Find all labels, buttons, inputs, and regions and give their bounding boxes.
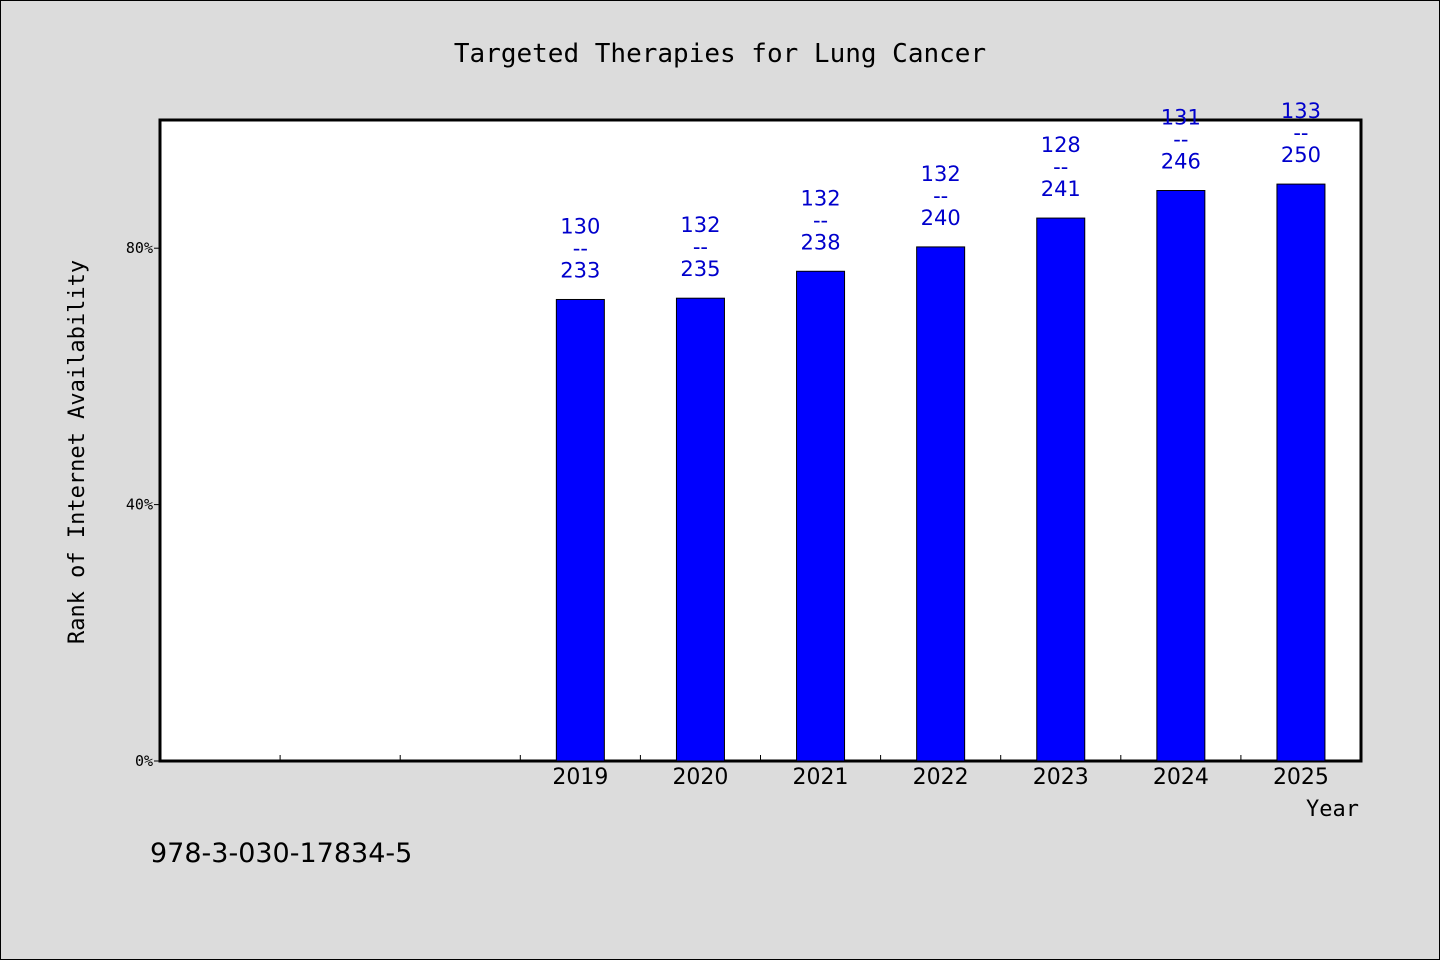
y-axis-label: Rank of Internet Availability [65, 260, 90, 644]
data-label-2022: -- [933, 184, 948, 208]
y-tick-label: 80% [126, 239, 153, 257]
bar-2023 [1036, 217, 1086, 762]
bar-2019 [555, 298, 605, 762]
data-label-2021: 132 [801, 186, 841, 210]
bar-2021 [796, 270, 846, 762]
bar-2024 [1156, 190, 1206, 762]
chart-title: Targeted Therapies for Lung Cancer [454, 39, 986, 69]
x-tick-label: 2024 [1153, 765, 1209, 790]
y-tick-label: 0% [135, 752, 153, 770]
data-label-2024: -- [1173, 128, 1188, 152]
x-tick-label: 2021 [793, 765, 849, 790]
x-tick-label: 2025 [1273, 765, 1329, 790]
data-labels-layer: 130--233132--235132--238132--240128--241… [560, 99, 1321, 282]
data-label-2022: 240 [921, 206, 961, 230]
data-label-2024: 246 [1161, 150, 1201, 174]
isbn-text: 978-3-030-17834-5 [150, 838, 412, 869]
data-label-2021: 238 [801, 230, 841, 254]
ticks-layer: 0% 40% 80% 2019 2020 2021 2022 2023 2024 2025 [126, 239, 1329, 790]
data-label-2020: 132 [680, 213, 720, 237]
bars-layer [555, 183, 1326, 762]
data-label-2025: 250 [1281, 143, 1321, 167]
data-label-2020: -- [693, 235, 708, 259]
x-axis-label: Year [1306, 797, 1359, 822]
data-label-2019: 130 [560, 214, 600, 238]
data-label-2022: 132 [921, 162, 961, 186]
data-label-2025: -- [1293, 121, 1308, 145]
data-label-2023: 128 [1041, 133, 1081, 157]
bar-2022 [916, 246, 966, 762]
bar-2020 [675, 297, 725, 762]
y-tick-label: 40% [126, 496, 153, 514]
x-tick-label: 2020 [672, 765, 728, 790]
x-tick-label: 2019 [552, 765, 608, 790]
data-label-2024: 131 [1161, 106, 1201, 130]
data-label-2025: 133 [1281, 99, 1321, 123]
data-label-2019: 233 [560, 258, 600, 282]
bar-2025 [1276, 183, 1326, 762]
data-label-2020: 235 [680, 257, 720, 281]
data-label-2019: -- [573, 236, 588, 260]
x-tick-label: 2023 [1033, 765, 1089, 790]
data-label-2021: -- [813, 208, 828, 232]
x-tick-label: 2022 [913, 765, 969, 790]
data-label-2023: 241 [1041, 177, 1081, 201]
data-label-2023: -- [1053, 155, 1068, 179]
